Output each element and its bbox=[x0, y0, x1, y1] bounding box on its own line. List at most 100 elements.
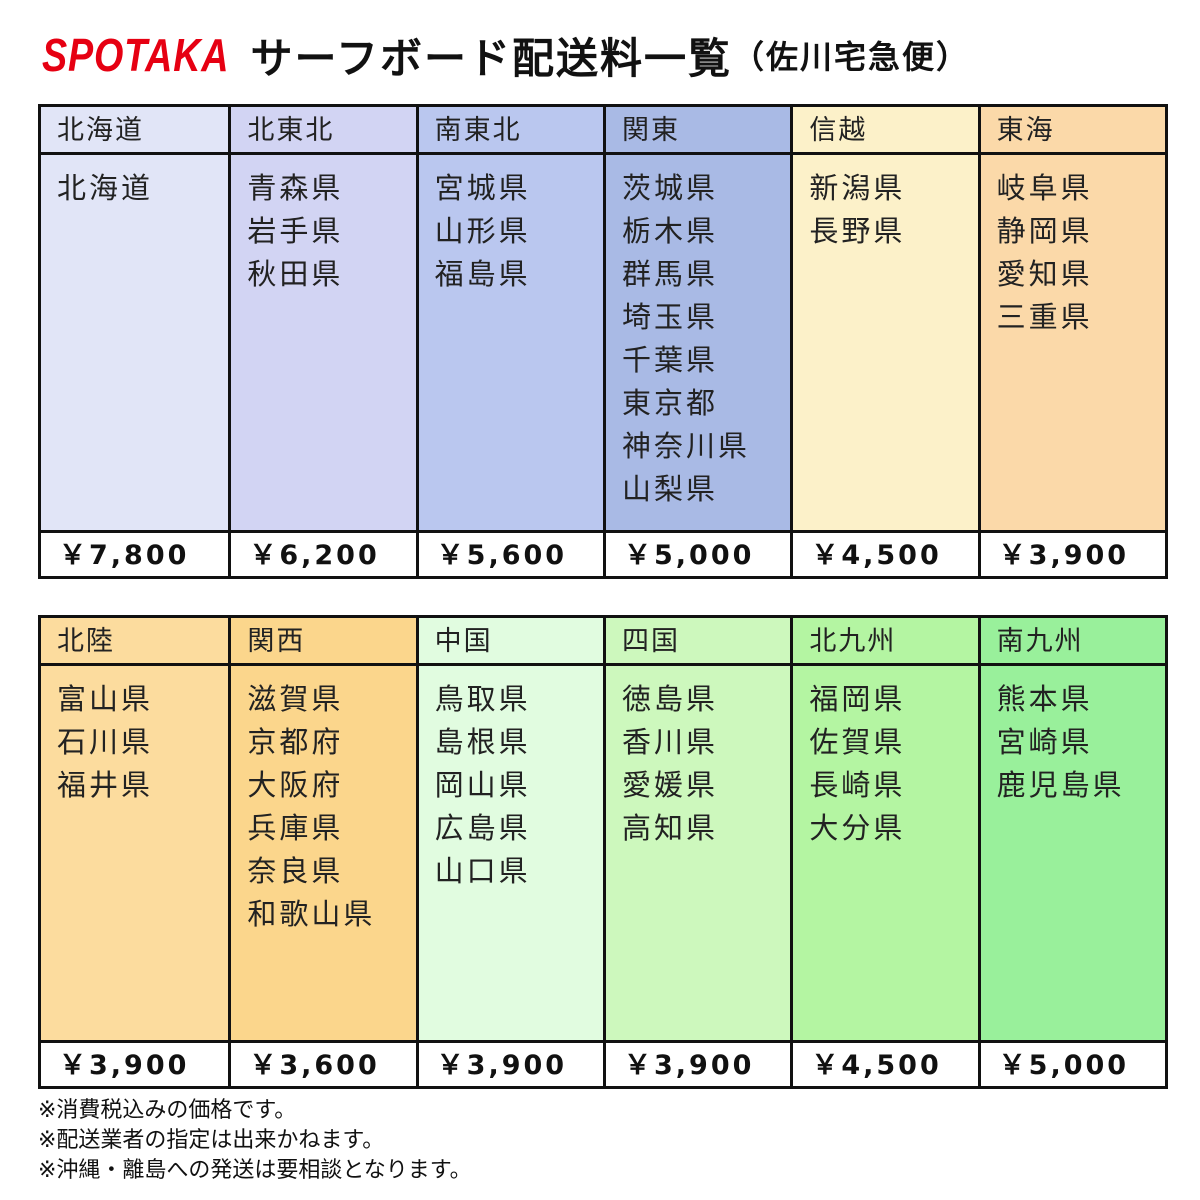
price: ￥5,000 bbox=[980, 1040, 1165, 1086]
prefecture: 滋賀県 bbox=[247, 682, 344, 716]
brand: SPOTAKA bbox=[42, 29, 230, 81]
prefecture: 島根県 bbox=[434, 725, 531, 759]
region-column: 信越 新潟県 長野県 ￥4,500 bbox=[790, 107, 978, 576]
prefecture: 福島県 bbox=[434, 257, 531, 291]
prefecture: 東京都 bbox=[621, 386, 718, 420]
price: ￥3,900 bbox=[980, 530, 1165, 576]
prefecture-list: 滋賀県京都府大阪府兵庫県奈良県和歌山県 bbox=[231, 666, 415, 1040]
price: ￥3,900 bbox=[605, 1040, 791, 1086]
price: ￥5,600 bbox=[418, 530, 603, 576]
prefecture-list: 茨城県 栃木県 群馬県 埼玉県 千葉県 東京都 神奈川県 山梨県 bbox=[606, 155, 790, 530]
prefecture: 北海道 bbox=[57, 171, 154, 205]
region-name: 北東北 bbox=[231, 107, 416, 155]
region-name: 南東北 bbox=[418, 107, 603, 155]
prefecture: 大分県 bbox=[809, 811, 906, 845]
region-column: 東海 岐阜県 静岡県 愛知県 三重県 ￥3,900 bbox=[977, 107, 1165, 576]
region-name: 北陸 bbox=[41, 618, 229, 666]
prefecture-list: 新潟県 長野県 bbox=[793, 155, 977, 530]
prefecture: 三重県 bbox=[996, 300, 1093, 334]
region-column: 関東 茨城県 栃木県 群馬県 埼玉県 千葉県 東京都 神奈川県 山梨県 ￥5,000 bbox=[602, 107, 791, 576]
region-column: 北海道 北海道 ￥7,800 bbox=[41, 107, 229, 576]
price: ￥4,500 bbox=[793, 1040, 978, 1086]
prefecture: 大阪府 bbox=[247, 768, 344, 802]
prefecture: 岐阜県 bbox=[996, 171, 1093, 205]
prefecture: 鳥取県 bbox=[434, 682, 531, 716]
prefecture: 岡山県 bbox=[434, 768, 531, 802]
prefecture: 奈良県 bbox=[247, 854, 344, 888]
prefecture: 神奈川県 bbox=[621, 429, 750, 463]
prefecture: 徳島県 bbox=[621, 682, 718, 716]
region-column: 北東北 青森県 岩手県 秋田県 ￥6,200 bbox=[228, 107, 416, 576]
region-name: 東海 bbox=[980, 107, 1165, 155]
prefecture: 青森県 bbox=[247, 171, 344, 205]
prefecture: 和歌山県 bbox=[247, 897, 376, 931]
prefecture: 千葉県 bbox=[621, 343, 718, 377]
prefecture: 兵庫県 bbox=[247, 811, 344, 845]
note: ※配送業者の指定は出来かねます。 bbox=[38, 1128, 385, 1153]
region-table: 北海道 北海道 ￥7,800 北東北 青森県 岩手県 秋田県 ￥6,200 南東北 宮城県 山形県福… bbox=[38, 104, 1168, 579]
title: サーフボード配送料一覧 bbox=[250, 33, 732, 83]
prefecture: 埼玉県 bbox=[621, 300, 718, 334]
region-name: 四国 bbox=[605, 618, 791, 666]
region-name: 関西 bbox=[231, 618, 416, 666]
region-column: 北陸 富山県 石川県 福井県 ￥3,900 bbox=[41, 618, 229, 1086]
region-name: 北海道 bbox=[41, 107, 229, 155]
prefecture-list: 富山県 石川県 福井県 bbox=[41, 666, 228, 1040]
subtitle: （佐川宅急便） bbox=[731, 38, 970, 76]
prefecture-list: 岐阜県 静岡県 愛知県 三重県 bbox=[981, 155, 1165, 530]
prefecture-list: 熊本県宮崎県鹿児島県 bbox=[981, 666, 1165, 1040]
region-name: 南九州 bbox=[980, 618, 1165, 666]
prefecture: 岩手県 bbox=[247, 214, 344, 248]
region-name: 北九州 bbox=[793, 618, 978, 666]
price: ￥4,500 bbox=[793, 530, 978, 576]
prefecture: 京都府 bbox=[247, 725, 344, 759]
prefecture: 愛知県 bbox=[996, 257, 1093, 291]
price: ￥6,200 bbox=[231, 530, 416, 576]
notes: ※消費税込みの価格です。 ※配送業者の指定は出来かねます。 ※沖縄・離島への発送は要… bbox=[38, 1096, 472, 1186]
prefecture: 山口県 bbox=[434, 854, 531, 888]
prefecture: 山形県 bbox=[434, 214, 531, 248]
region-name: 中国 bbox=[418, 618, 603, 666]
header: SPOTAKA サーフボード配送料一覧 （佐川宅急便） bbox=[42, 20, 970, 90]
prefecture: 宮崎県 bbox=[996, 725, 1093, 759]
region-column: 関西 滋賀県 京都府 大阪府 兵庫県 奈良県 和歌山県 ￥3,600 bbox=[228, 618, 416, 1086]
prefecture: 宮城県 bbox=[434, 171, 531, 205]
region-table: 北陸 富山県 石川県 福井県 ￥3,900 関西 滋賀県 京都府 大阪府 兵庫県 奈良県 和歌山県 ￥3… bbox=[38, 615, 1168, 1089]
price: ￥3,900 bbox=[418, 1040, 603, 1086]
prefecture: 熊本県 bbox=[996, 682, 1093, 716]
region-column: 南九州 熊本県 宮崎県 鹿児島県 ￥5,000 bbox=[977, 618, 1165, 1086]
region-name: 信越 bbox=[793, 107, 978, 155]
prefecture: 山梨県 bbox=[621, 472, 718, 506]
prefecture-list: 北海道 bbox=[41, 155, 228, 530]
region-column: 中国鳥取県島根県岡山県広島県山口県 ￥3,900 bbox=[415, 618, 603, 1086]
prefecture: 福井県 bbox=[57, 768, 154, 802]
note: ※消費税込みの価格です。 bbox=[38, 1098, 297, 1123]
prefecture-list: 青森県 岩手県 秋田県 bbox=[231, 155, 415, 530]
prefecture: 福岡県 bbox=[809, 682, 906, 716]
prefecture: 秋田県 bbox=[247, 257, 344, 291]
prefecture: 高知県 bbox=[621, 811, 718, 845]
price: ￥7,800 bbox=[41, 530, 229, 576]
prefecture: 鹿児島県 bbox=[996, 768, 1125, 802]
region-column: 四国 徳島県 香川県 愛媛県 高知県 ￥3,900 bbox=[602, 618, 791, 1086]
prefecture: 長崎県 bbox=[809, 768, 906, 802]
prefecture: 茨城県 bbox=[621, 171, 718, 205]
prefecture: 佐賀県 bbox=[809, 725, 906, 759]
prefecture: 石川県 bbox=[57, 725, 154, 759]
region-column: 北九州 福岡県 佐賀県 長崎県 大分県 ￥4,500 bbox=[790, 618, 978, 1086]
prefecture: 新潟県 bbox=[809, 171, 906, 205]
region-name: 関東 bbox=[605, 107, 791, 155]
prefecture: 愛媛県 bbox=[621, 768, 718, 802]
prefecture: 群馬県 bbox=[621, 257, 718, 291]
prefecture-list: 福岡県佐賀県長崎県大分県 bbox=[793, 666, 977, 1040]
prefecture: 長野県 bbox=[809, 214, 906, 248]
note: ※沖縄・離島への発送は要相談となります。 bbox=[38, 1158, 472, 1183]
prefecture: 富山県 bbox=[57, 682, 154, 716]
prefecture-list: 宮城県 山形県 福島県 bbox=[419, 155, 603, 530]
region-column: 南東北 宮城県 山形県 福島県 ￥5,600 bbox=[415, 107, 603, 576]
price: ￥3,900 bbox=[41, 1040, 229, 1086]
prefecture: 広島県 bbox=[434, 811, 531, 845]
price: ￥3,600 bbox=[231, 1040, 416, 1086]
prefecture-list: 徳島県 香川県 愛媛県 高知県 bbox=[606, 666, 790, 1040]
